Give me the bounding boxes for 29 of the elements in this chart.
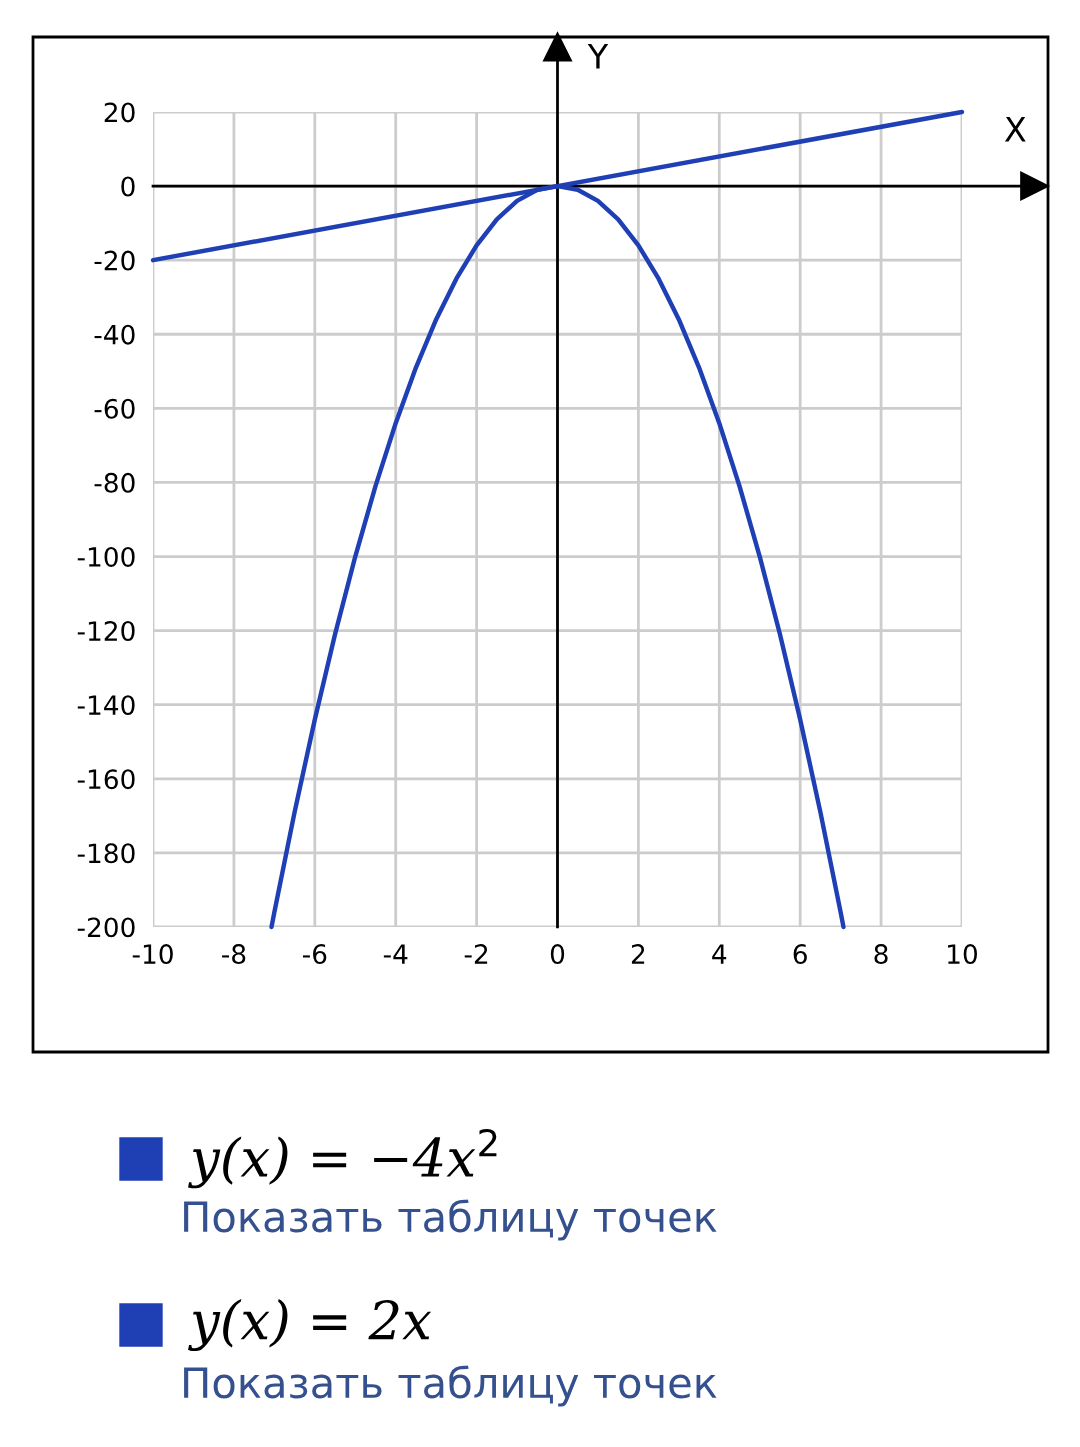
y-tick-label: -100 [77, 546, 135, 567]
x-tick-label: 8 [874, 944, 888, 965]
y-tick-label: -20 [94, 250, 135, 271]
legend-label: y(x) = 2x [188, 1299, 432, 1351]
y-axis-title: Y [587, 44, 609, 69]
y-tick-label: 0 [121, 176, 135, 197]
x-tick-label: 6 [793, 944, 807, 965]
x-tick-label: 2 [631, 944, 645, 964]
y-tick-label: -60 [94, 398, 135, 419]
x-axis-title: X [1004, 117, 1026, 142]
legend-label: y(x) = −4x$^{2}$ [188, 1128, 497, 1189]
y-tick-label: -140 [77, 695, 135, 716]
text: Показать таблицу точек [184, 1365, 717, 1407]
y-tick-label: 20 [104, 102, 135, 123]
text: Показать таблицу точек [184, 1199, 717, 1241]
x-tick-label: 0 [550, 944, 565, 965]
x-tick-label: -8 [222, 944, 246, 965]
y-tick-label: -160 [77, 769, 135, 790]
x-tick-label: -10 [132, 944, 173, 965]
x-tick-label: -4 [383, 944, 408, 964]
x-tick-label: -6 [302, 944, 327, 965]
y-tick-label: -200 [77, 917, 135, 938]
x-tick-label: 10 [948, 944, 977, 965]
y-tick-label: -40 [94, 324, 135, 345]
y-tick-label: -120 [77, 621, 135, 641]
y-tick-label: -180 [77, 843, 135, 864]
x-tick-label: -2 [464, 944, 488, 964]
x-tick-label: 4 [712, 944, 727, 964]
y-tick-label: -80 [94, 472, 135, 493]
